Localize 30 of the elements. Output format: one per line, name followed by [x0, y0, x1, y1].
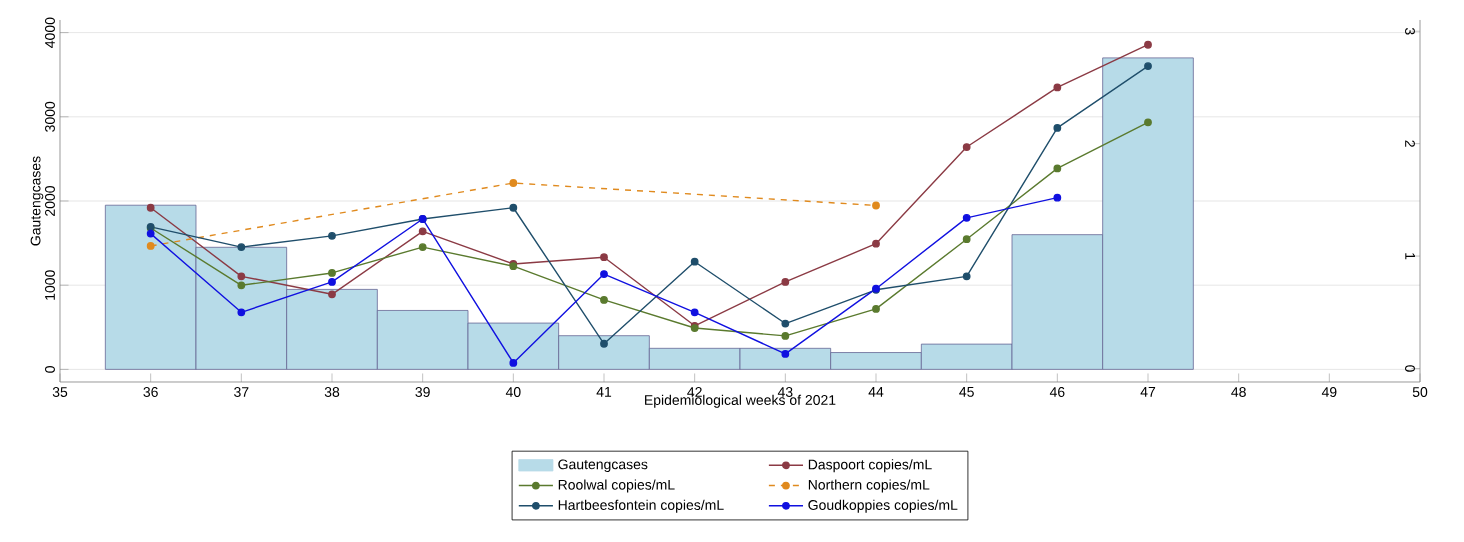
y2-tick-label: 1 — [1405, 253, 1415, 260]
y-tick-label: 0 — [45, 366, 55, 373]
legend-label: Northern copies/mL — [808, 479, 930, 493]
x-tick-label: 41 — [596, 387, 612, 397]
x-tick-label: 36 — [143, 387, 158, 397]
x-tick-label: 37 — [234, 387, 249, 397]
x-tick-label: 46 — [1049, 387, 1065, 397]
y2-tick-label: 0 — [1405, 365, 1415, 372]
y-tick-label: 2000 — [45, 185, 55, 216]
x-tick-label: 39 — [415, 387, 430, 397]
y-tick-label: 4000 — [45, 17, 55, 48]
x-tick-label: 40 — [505, 387, 521, 397]
legend-label: Gautengcases — [558, 459, 648, 473]
x-tick-label: 49 — [1321, 387, 1337, 397]
legend-label: Hartbeesfontein copies/mL — [558, 499, 724, 513]
y-axis-title: Gautengcases — [30, 156, 44, 246]
x-tick-label: 44 — [868, 387, 884, 397]
legend-label: Daspoort copies/mL — [808, 459, 932, 473]
x-tick-label: 35 — [52, 387, 68, 397]
y2-tick-label: 2 — [1405, 140, 1415, 147]
x-tick-label: 45 — [959, 387, 974, 397]
x-tick-label: 50 — [1412, 387, 1428, 397]
y2-tick-label: 3 — [1405, 27, 1415, 35]
legend-label: Goudkoppies copies/mL — [808, 499, 958, 513]
legend-label: Roolwal copies/mL — [558, 479, 675, 493]
y-tick-label: 1000 — [45, 270, 55, 300]
x-tick-label: 47 — [1140, 387, 1156, 397]
y-tick-label: 3000 — [45, 101, 55, 132]
x-tick-label: 48 — [1231, 387, 1246, 397]
x-tick-label: 38 — [324, 387, 340, 397]
